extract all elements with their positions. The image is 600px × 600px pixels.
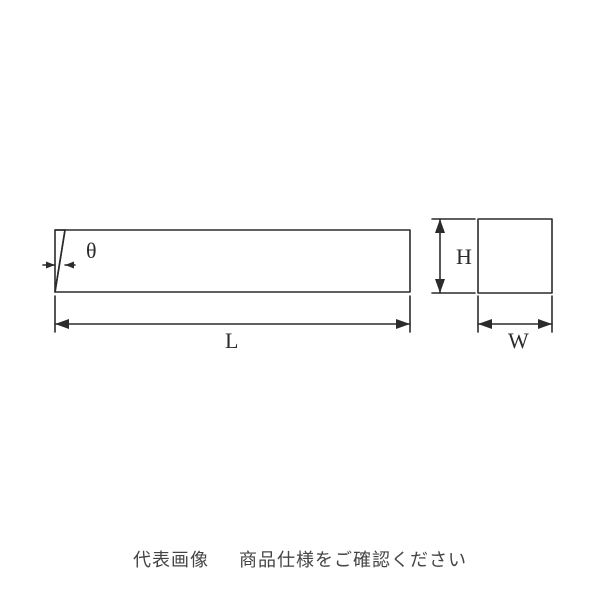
- diagram-canvas: θ L H W 代表画像 商品仕様をご確認ください: [0, 0, 600, 600]
- footer-caption: 代表画像 商品仕様をご確認ください: [0, 546, 600, 572]
- footer-line1: 代表画像: [133, 550, 209, 570]
- label-theta: θ: [86, 238, 97, 264]
- footer-line2: 商品仕様をご確認ください: [239, 550, 467, 570]
- label-length: L: [225, 328, 238, 354]
- label-width: W: [508, 328, 529, 354]
- label-height: H: [456, 244, 472, 270]
- dimension-svg: [0, 0, 600, 600]
